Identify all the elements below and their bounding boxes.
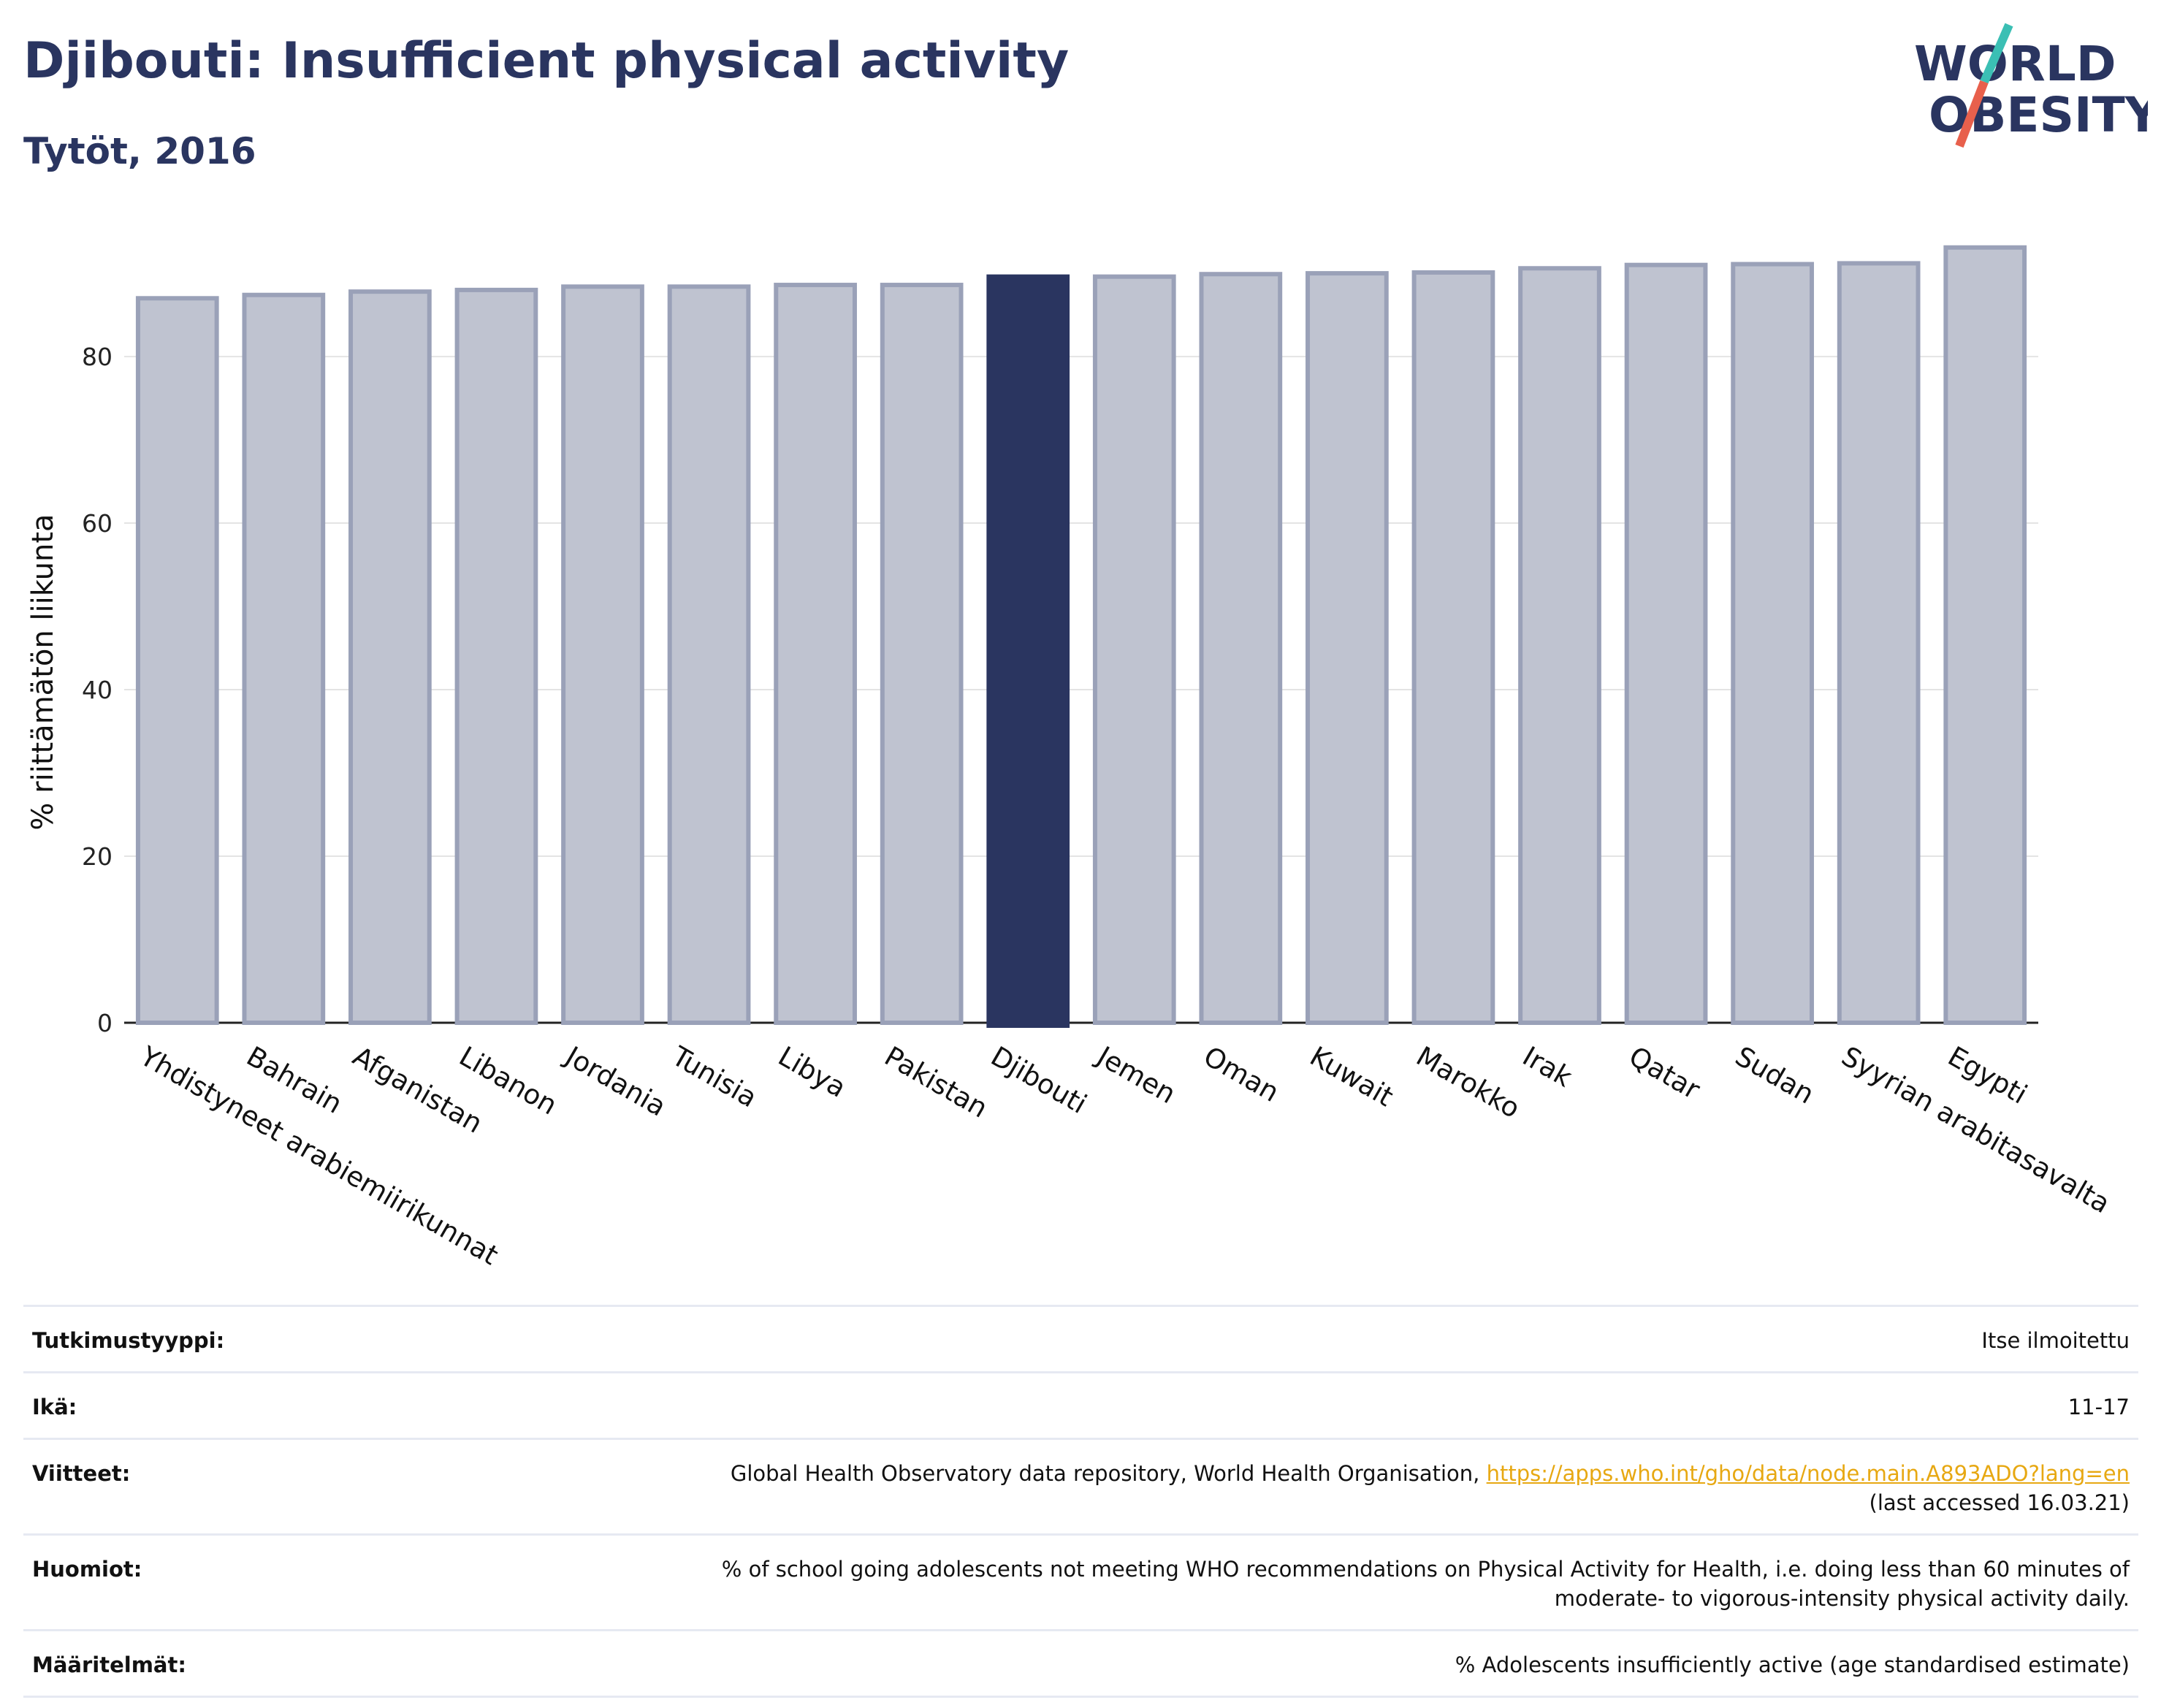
reference-link[interactable]: https://apps.who.int/gho/data/node.main.… <box>1486 1461 2130 1486</box>
x-tick-label: Pakistan <box>880 1040 994 1124</box>
x-tick-label: Tunisia <box>666 1040 763 1114</box>
y-tick-label: 0 <box>97 1009 113 1037</box>
info-value: % of school going adolescents not meetin… <box>721 1557 2130 1582</box>
x-tick-label: Yhdistyneet arabiemiirikunnat <box>134 1040 503 1272</box>
bar <box>1731 262 1814 1025</box>
info-key: Huomiot: <box>23 1533 397 1631</box>
bar <box>348 289 432 1026</box>
info-key: Tutkimustyyppi: <box>23 1305 397 1373</box>
logo-line1: WORLD <box>1914 36 2116 92</box>
bar <box>242 292 326 1025</box>
world-obesity-logo: WORLD OBESITY <box>1914 23 2148 148</box>
info-row-references: Viitteet: Global Health Observatory data… <box>23 1438 2138 1535</box>
info-row-study-type: Tutkimustyyppi: Itse ilmoitettu <box>23 1305 2138 1373</box>
gridlines <box>124 356 2038 1024</box>
info-row-age: Ikä: 11-17 <box>23 1371 2138 1439</box>
info-value: % Adolescents insufficiently active (age… <box>397 1629 2138 1698</box>
y-tick-label: 80 <box>82 343 113 371</box>
bar <box>561 284 644 1025</box>
info-table: Tutkimustyyppi: Itse ilmoitettu Ikä: 11-… <box>23 1305 2138 1698</box>
bar <box>774 283 857 1025</box>
info-value-cont: moderate- to vigorous-intensity physical… <box>1554 1586 2130 1611</box>
bars <box>135 245 2027 1029</box>
x-tick-label: Irak <box>1517 1040 1578 1094</box>
x-tick-label: Sudan <box>1730 1040 1819 1110</box>
info-value: Global Health Observatory data repositor… <box>730 1461 1480 1486</box>
bar <box>1624 262 1708 1025</box>
logo-slash-teal <box>1980 23 2013 84</box>
y-tick-label: 40 <box>82 676 113 704</box>
y-tick-labels: 0 20 40 60 80 <box>82 343 113 1037</box>
x-tick-label: Jordania <box>559 1040 671 1123</box>
info-value: Itse ilmoitettu <box>397 1305 2138 1373</box>
bar <box>135 296 219 1025</box>
bar <box>986 274 1070 1029</box>
bar-chart: 0 20 40 60 80 Yhdistyneet arabiemiirikunnatB… <box>26 245 2116 1271</box>
x-tick-label: Qatar <box>1623 1040 1705 1106</box>
bar <box>880 283 964 1025</box>
x-tick-label: Marokko <box>1411 1040 1525 1124</box>
info-value-cont: (last accessed 16.03.21) <box>1869 1490 2130 1515</box>
bar <box>1837 261 1921 1025</box>
bar <box>1092 274 1176 1026</box>
info-key: Ikä: <box>23 1371 397 1439</box>
chart-title: Djibouti: Insufficient physical activity <box>23 32 1070 90</box>
y-tick-label: 60 <box>82 509 113 538</box>
bar <box>454 287 538 1026</box>
bar <box>1943 245 2027 1025</box>
x-tick-label: Djibouti <box>986 1040 1092 1120</box>
info-value: 11-17 <box>397 1371 2138 1439</box>
y-axis-label: % riittämätön liikunta <box>26 514 60 830</box>
info-row-notes: Huomiot: % of school going adolescents n… <box>23 1533 2138 1631</box>
chart-subtitle: Tytöt, 2016 <box>23 130 256 172</box>
x-tick-label: Oman <box>1198 1040 1284 1108</box>
bar <box>667 284 751 1025</box>
info-row-definitions: Määritelmät: % Adolescents insufficientl… <box>23 1629 2138 1698</box>
logo-slash-red <box>1955 80 1989 148</box>
x-tick-label: Jemen <box>1091 1040 1181 1110</box>
bar <box>1411 270 1495 1025</box>
bar <box>1199 272 1283 1025</box>
x-tick-label: Libya <box>773 1040 851 1104</box>
bar <box>1518 266 1601 1025</box>
bar <box>1306 271 1389 1025</box>
y-tick-label: 20 <box>82 842 113 871</box>
info-key: Määritelmät: <box>23 1629 397 1698</box>
info-key: Viitteet: <box>23 1438 397 1535</box>
x-tick-label: Kuwait <box>1305 1040 1399 1113</box>
